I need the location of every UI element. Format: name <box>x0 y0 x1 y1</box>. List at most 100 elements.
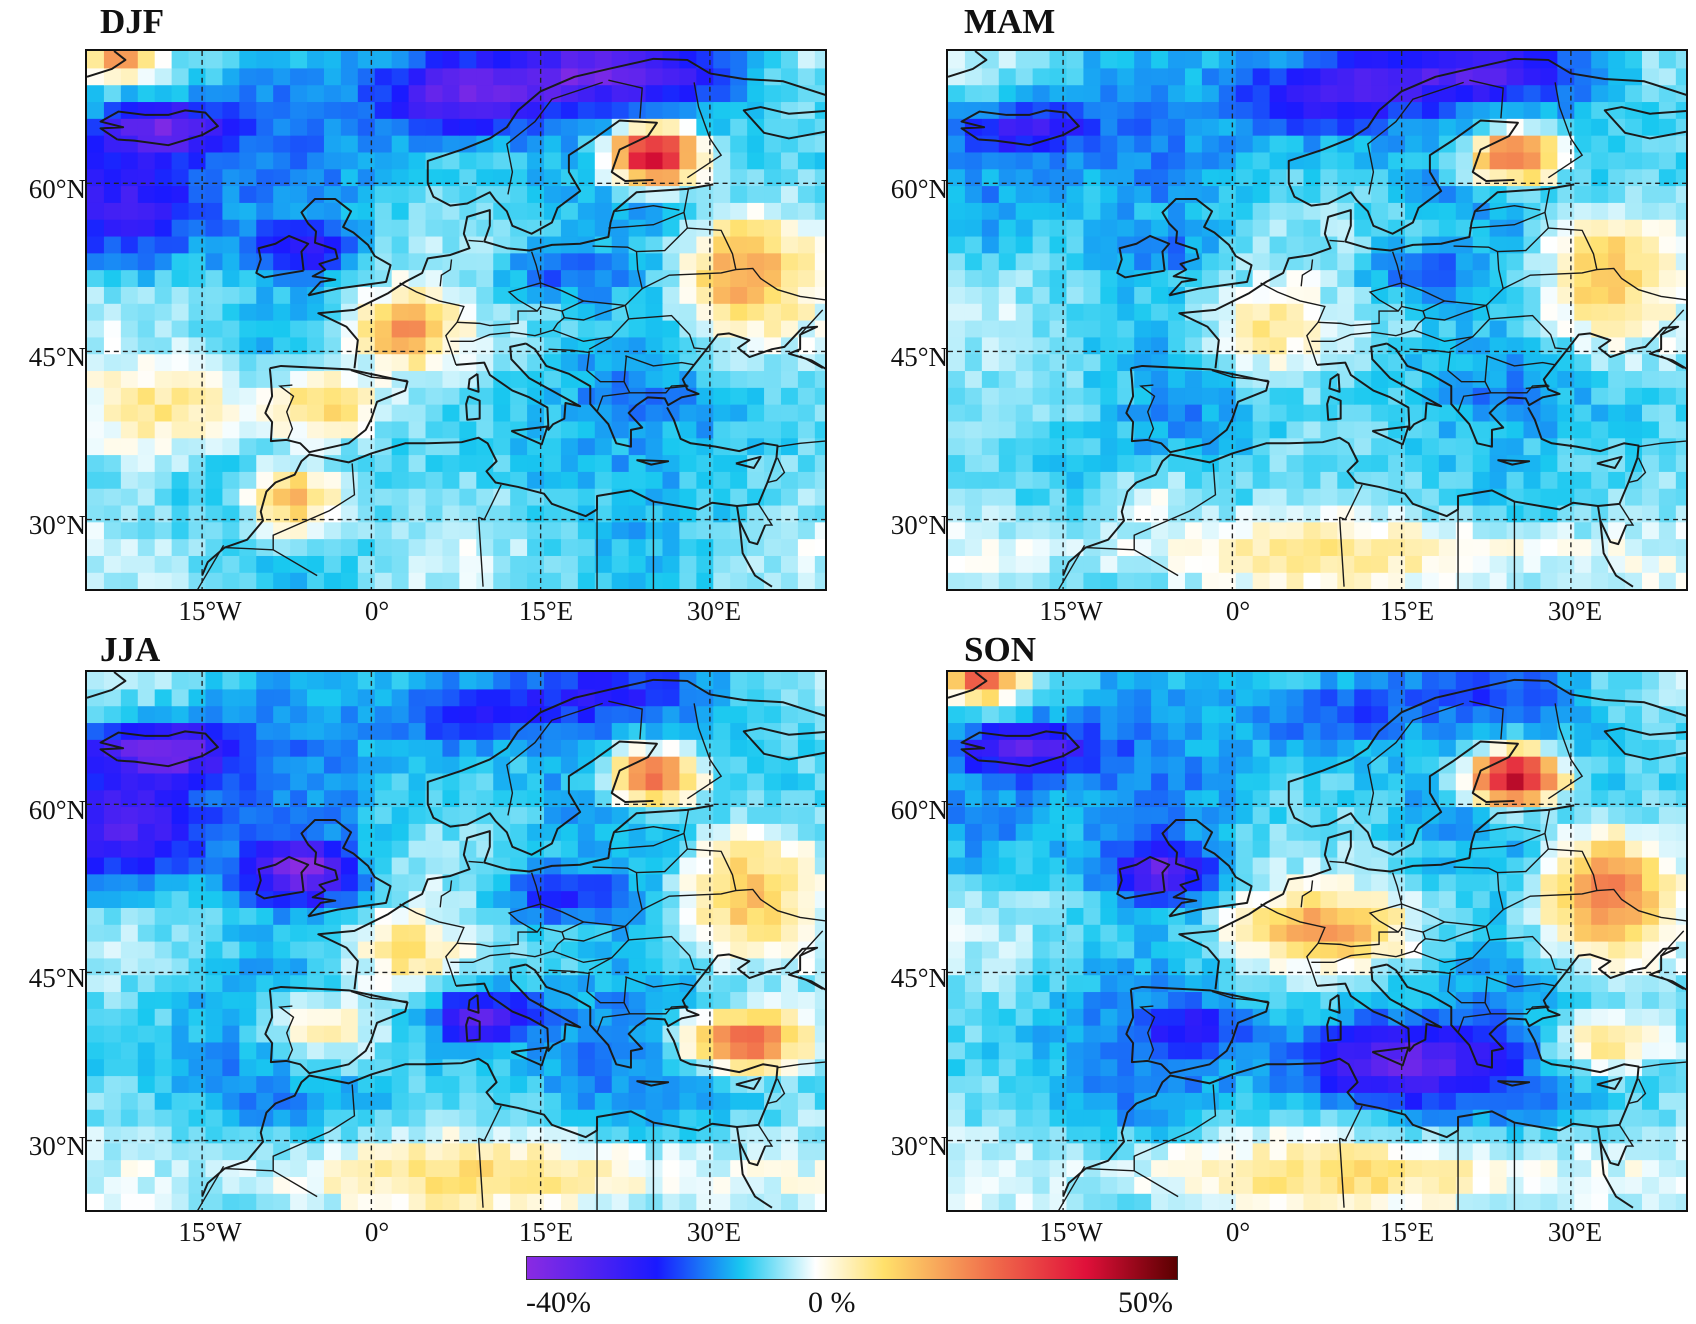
country-border <box>608 832 685 850</box>
country-border <box>1260 282 1326 366</box>
country-border <box>1338 517 1345 587</box>
country-border <box>1638 1061 1686 1069</box>
country-border <box>1133 549 1179 577</box>
coastline <box>1596 1076 1623 1090</box>
colorbar-min-label: -40% <box>526 1286 591 1319</box>
country-border <box>664 385 689 390</box>
coastline <box>738 1141 773 1209</box>
coastline <box>99 109 219 147</box>
coastline <box>1497 459 1531 466</box>
coastline <box>735 1076 762 1090</box>
coastline <box>948 672 988 699</box>
country-border <box>478 1105 502 1142</box>
country-border <box>1497 809 1551 874</box>
lon-label-30e: 30°E <box>686 1217 742 1247</box>
country-border <box>1422 300 1445 312</box>
country-border <box>1211 369 1269 382</box>
country-border <box>1628 1078 1647 1105</box>
country-border <box>197 1165 225 1210</box>
coastline <box>1386 946 1686 1069</box>
panel-title: JJA <box>100 630 161 669</box>
country-border <box>767 1078 786 1105</box>
country-border <box>564 925 626 942</box>
anomaly-raster <box>87 51 825 589</box>
anomaly-raster <box>948 51 1686 589</box>
country-border <box>1368 251 1403 312</box>
coastline <box>1316 342 1443 431</box>
country-border <box>1425 925 1487 942</box>
country-border <box>1476 825 1541 833</box>
country-border <box>561 300 584 312</box>
coastline <box>1570 693 1686 761</box>
country-border <box>757 503 774 526</box>
country-border <box>439 880 453 908</box>
country-border <box>468 239 484 243</box>
coastline <box>1328 372 1341 393</box>
graticule <box>948 672 1686 1210</box>
lat-label-45n: 45°N <box>890 963 948 993</box>
country-border <box>1660 309 1685 336</box>
lat-label-45n: 45°N <box>28 963 86 993</box>
country-border <box>1329 860 1345 864</box>
country-border <box>1449 957 1474 971</box>
coastline <box>201 406 779 576</box>
coastline <box>960 109 1080 147</box>
coastlines <box>948 672 1686 1210</box>
coastline <box>1599 1141 1634 1209</box>
lat-label-60n: 60°N <box>28 174 86 204</box>
country-border <box>608 700 643 740</box>
country-border <box>1058 1165 1086 1210</box>
coastline <box>1328 993 1341 1014</box>
anomaly-raster <box>948 672 1686 1210</box>
country-border <box>623 355 628 382</box>
country-border <box>1628 457 1647 484</box>
country-border <box>1329 239 1345 243</box>
country-border <box>629 384 688 394</box>
lon-label-0: 0° <box>364 1217 390 1247</box>
country-border <box>641 888 825 922</box>
country-border <box>641 267 825 301</box>
country-border <box>1618 1124 1635 1147</box>
lon-label-15e: 15°E <box>518 1217 574 1247</box>
country-border <box>1339 1105 1363 1142</box>
panel-title: DJF <box>100 2 165 41</box>
lon-label-15w: 15°W <box>1039 596 1103 626</box>
coastlines <box>87 51 825 589</box>
lon-label-15w: 15°W <box>1039 1217 1103 1247</box>
country-border <box>1085 546 1135 551</box>
country-border <box>1139 1005 1156 1061</box>
lon-label-15e: 15°E <box>1379 1217 1435 1247</box>
country-border <box>1486 355 1556 367</box>
country-border <box>1476 204 1541 212</box>
lon-label-15e: 15°E <box>518 596 574 626</box>
country-border <box>1058 544 1086 589</box>
panel-title: SON <box>964 630 1036 669</box>
lat-label-45n: 45°N <box>28 342 86 372</box>
country-border <box>1469 211 1546 229</box>
country-border <box>1409 969 1492 1034</box>
map-svg <box>87 672 825 1210</box>
map-jja <box>85 670 827 1212</box>
coastline <box>525 325 825 448</box>
country-border <box>548 348 631 413</box>
coastline <box>1596 505 1628 546</box>
country-border <box>450 926 566 964</box>
coastline <box>636 1080 670 1087</box>
country-border <box>1525 385 1550 390</box>
lat-label-30n: 30°N <box>28 1131 86 1161</box>
country-border <box>608 211 685 229</box>
country-border <box>1211 990 1269 1003</box>
country-border <box>272 463 356 550</box>
country-border <box>1469 832 1546 850</box>
country-border <box>1484 976 1489 1003</box>
coastline <box>510 1046 549 1067</box>
country-border <box>1367 81 1464 195</box>
country-border <box>507 872 542 933</box>
country-border <box>615 825 680 833</box>
coastline <box>1596 455 1623 469</box>
country-border <box>548 969 631 1034</box>
graticule <box>87 51 825 589</box>
country-border <box>588 957 613 971</box>
country-border <box>1547 82 1584 179</box>
anomaly-raster <box>87 672 825 1210</box>
